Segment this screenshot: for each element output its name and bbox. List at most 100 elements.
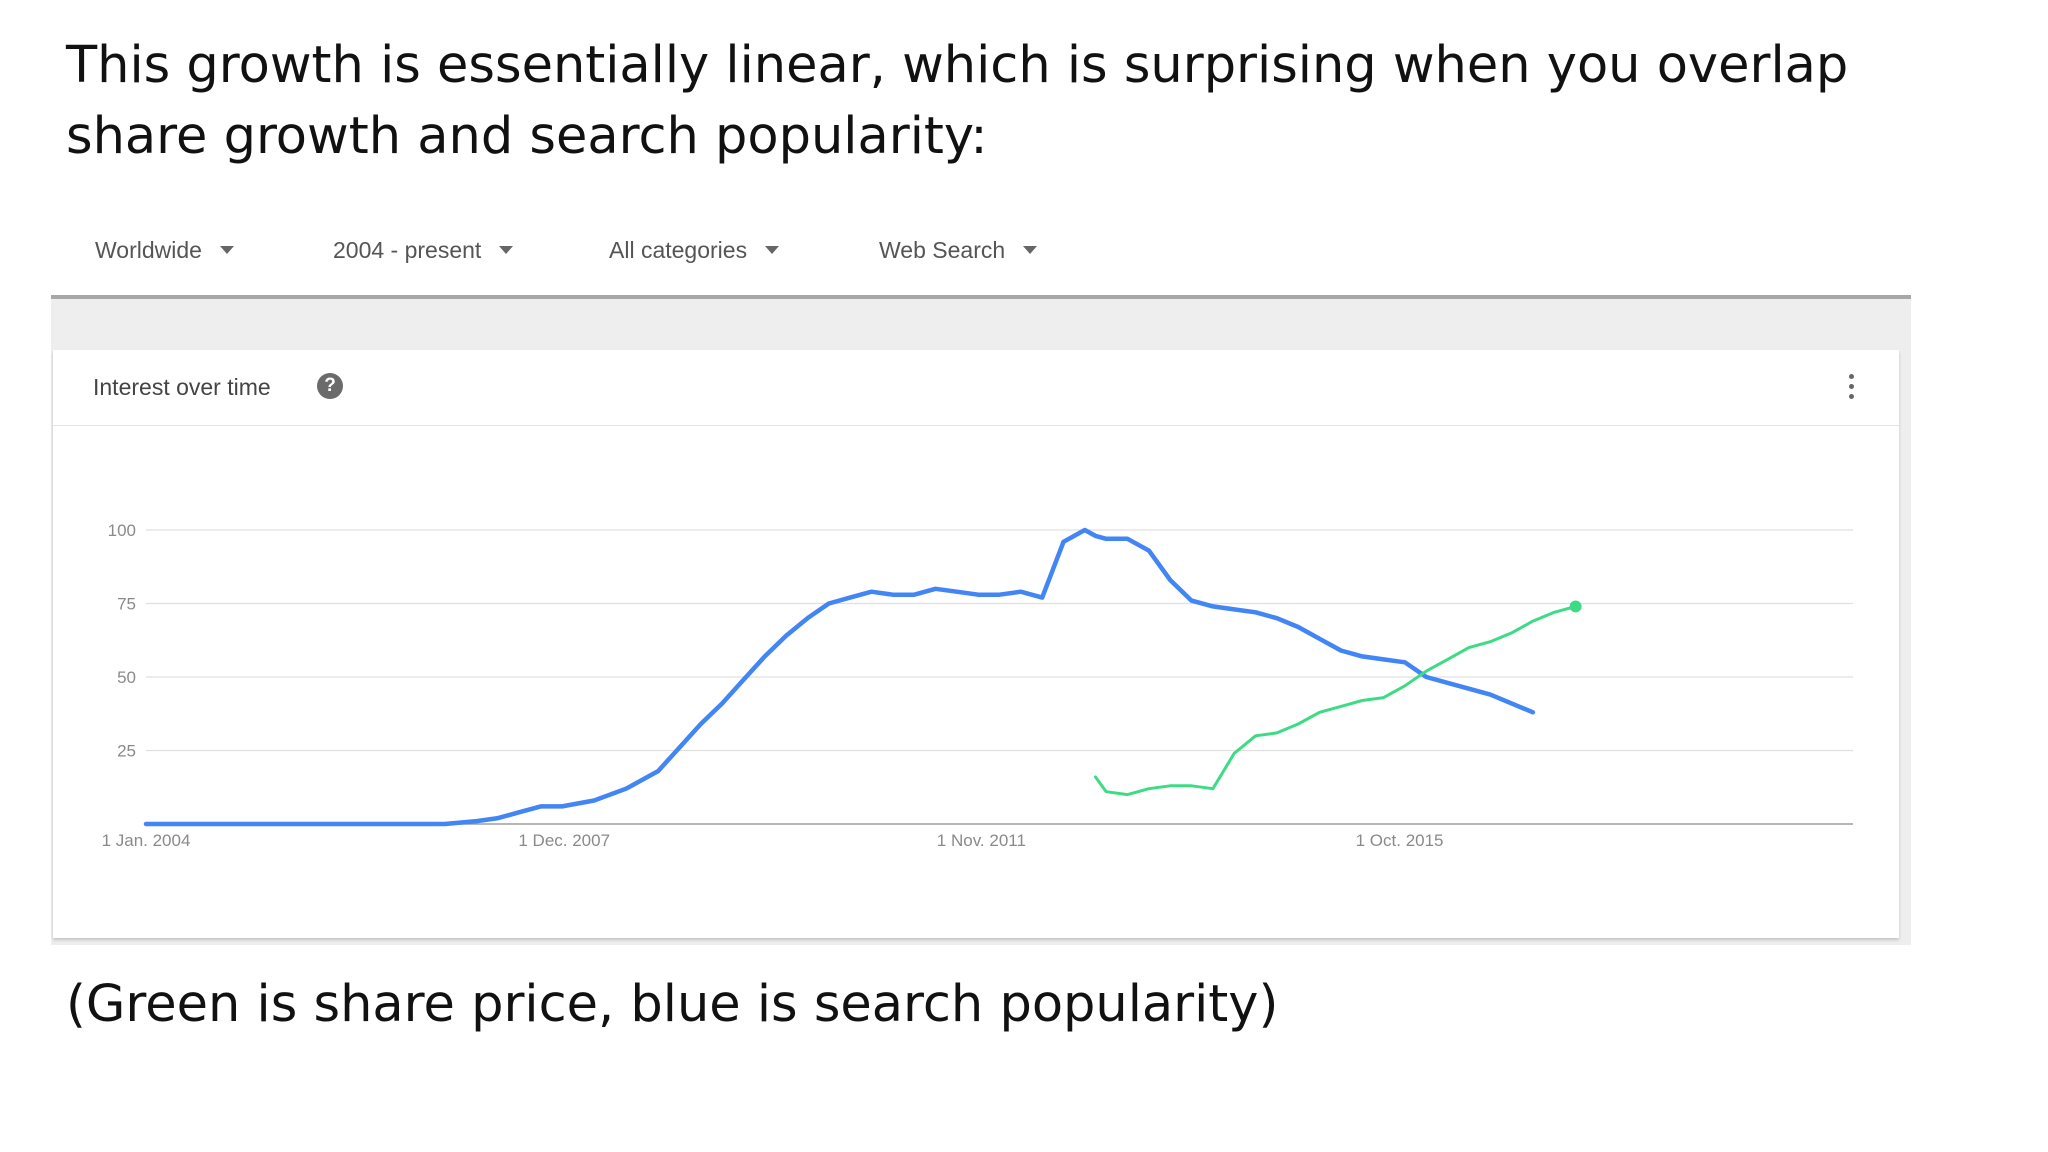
- filter-time-range-dropdown[interactable]: 2004 - present: [333, 232, 514, 268]
- data-point-search: [1062, 541, 1064, 543]
- chevron-down-icon: [499, 246, 514, 254]
- data-point-search: [1084, 529, 1086, 531]
- data-point-search: [870, 591, 872, 593]
- data-point-share: [1094, 776, 1096, 778]
- data-point-search: [998, 593, 1000, 595]
- filter-category-label: All categories: [609, 236, 748, 263]
- data-point-search: [1020, 591, 1022, 593]
- data-point-search: [785, 635, 787, 637]
- filter-search-type-dropdown[interactable]: Web Search: [879, 232, 1038, 268]
- data-point-share: [1340, 705, 1342, 707]
- series-layer: [143, 527, 1582, 827]
- series-line-search: [143, 527, 1536, 827]
- data-point-share: [1169, 785, 1171, 787]
- slide-headline: This growth is essentially linear, which…: [66, 36, 1849, 166]
- data-point-share: [1233, 752, 1235, 754]
- slide-caption: (Green is share price, blue is search po…: [66, 975, 1279, 1034]
- data-point-search: [1126, 538, 1128, 540]
- card-header: Interest over time ?: [53, 350, 1899, 426]
- data-point-share: [1254, 735, 1256, 737]
- data-point-search: [1489, 693, 1491, 695]
- data-point-search: [1425, 676, 1427, 678]
- data-point-search: [1404, 661, 1406, 663]
- data-point-search: [1532, 711, 1534, 713]
- data-point-search: [913, 593, 915, 595]
- data-point-search: [1457, 685, 1459, 687]
- data-point-search: [1297, 626, 1299, 628]
- x-tick-label: 1 Dec. 2007: [518, 831, 610, 850]
- data-point-search: [1190, 599, 1192, 601]
- data-point-share: [1489, 641, 1491, 643]
- card-title: Interest over time: [93, 374, 271, 400]
- filter-location-label: Worldwide: [95, 236, 202, 263]
- filter-location-dropdown[interactable]: Worldwide: [95, 232, 234, 268]
- data-point-search: [742, 679, 744, 681]
- interest-over-time-card: Interest over time ? 25 50 75 100 1 Jan. 200…: [53, 350, 1899, 938]
- data-point-search: [828, 602, 830, 604]
- data-point-share: [1510, 632, 1512, 634]
- data-point-search: [1169, 579, 1171, 581]
- data-point-search: [764, 655, 766, 657]
- data-point-search: [1361, 655, 1363, 657]
- filter-bar: Worldwide 2004 - present All categories …: [51, 210, 1911, 299]
- data-point-search: [678, 746, 680, 748]
- data-point-search: [1233, 608, 1235, 610]
- data-point-search: [1212, 605, 1214, 607]
- data-point-search: [1318, 638, 1320, 640]
- data-point-share: [1361, 699, 1363, 701]
- filter-time-range-label: 2004 - present: [333, 236, 482, 263]
- y-tick-label: 75: [117, 595, 136, 614]
- data-point-search: [497, 817, 499, 819]
- data-point-search: [1382, 658, 1384, 660]
- data-point-search: [1094, 535, 1096, 537]
- grid-layer: [146, 529, 1853, 752]
- data-point-share: [1105, 790, 1107, 792]
- data-point-search: [934, 588, 936, 590]
- data-point-search: [1148, 549, 1150, 551]
- data-point-share: [1148, 788, 1150, 790]
- chevron-down-icon: [1023, 246, 1038, 254]
- data-point-search: [977, 593, 979, 595]
- data-point-search: [956, 591, 958, 593]
- y-tick-label: 50: [117, 668, 136, 687]
- google-trends-embed: Worldwide 2004 - present All categories …: [51, 210, 1911, 945]
- data-point-share: [1212, 788, 1214, 790]
- data-point-search: [657, 770, 659, 772]
- data-point-search: [1105, 538, 1107, 540]
- data-point-search: [1254, 611, 1256, 613]
- series-line-share: [1094, 604, 1578, 797]
- data-point-search: [145, 823, 147, 825]
- filter-search-type-label: Web Search: [879, 236, 1006, 263]
- data-point-share: [1276, 732, 1278, 734]
- data-point-share: [1468, 646, 1470, 648]
- data-point-share: [1425, 670, 1427, 672]
- data-point-share: [1382, 696, 1384, 698]
- vertical-dots-icon[interactable]: [1843, 372, 1859, 402]
- data-point-share: [1318, 711, 1320, 713]
- data-point-share: [1404, 685, 1406, 687]
- data-point-search: [1276, 617, 1278, 619]
- filter-category-dropdown[interactable]: All categories: [609, 232, 780, 268]
- series-end-marker-share: [1569, 600, 1582, 613]
- data-point-search: [444, 823, 446, 825]
- axis-layer: 25 50 75 100 1 Jan. 2004 1 Dec. 2007 1 Nov. 20…: [102, 521, 1853, 850]
- data-point-search: [849, 596, 851, 598]
- data-point-search: [700, 723, 702, 725]
- data-point-search: [625, 788, 627, 790]
- data-point-search: [593, 799, 595, 801]
- data-point-share: [1532, 620, 1534, 622]
- y-tick-label: 100: [108, 521, 136, 540]
- data-point-search: [1340, 649, 1342, 651]
- data-point-search: [892, 593, 894, 595]
- chevron-down-icon: [765, 246, 780, 254]
- question-mark-icon[interactable]: ?: [317, 373, 343, 399]
- data-point-search: [540, 805, 542, 807]
- data-point-share: [1446, 658, 1448, 660]
- chevron-down-icon: [219, 246, 234, 254]
- line-chart: 25 50 75 100 1 Jan. 2004 1 Dec. 2007 1 Nov. 20…: [102, 521, 1853, 850]
- data-point-share: [1297, 723, 1299, 725]
- data-point-search: [476, 820, 478, 822]
- data-point-search: [806, 617, 808, 619]
- data-point-search: [561, 805, 563, 807]
